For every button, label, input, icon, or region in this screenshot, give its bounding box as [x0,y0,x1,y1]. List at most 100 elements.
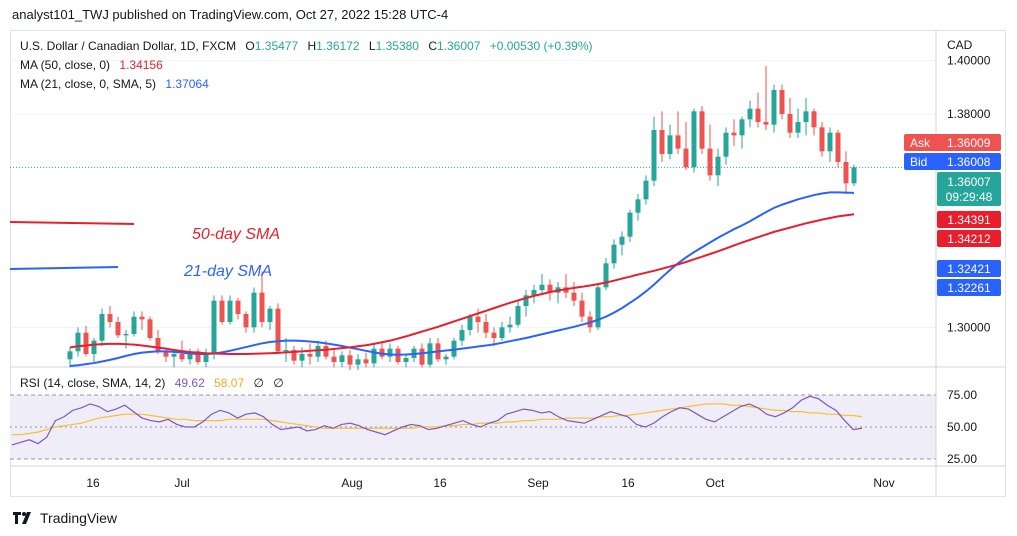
legend-rsi-value: 49.62 [175,376,205,390]
legend-rsi-label: RSI (14, close, SMA, 14, 2) [20,376,165,390]
candle [611,239,617,269]
candle [771,84,777,133]
rsi-tick-label: 25.00 [947,452,977,466]
candle [171,351,177,368]
candle [107,306,113,328]
candle [819,122,825,157]
candle [347,350,353,370]
candle [755,92,761,128]
candle [123,330,129,349]
candle [747,100,753,128]
candle [699,106,705,154]
price-gridlines [10,60,936,328]
candle [307,343,313,365]
candle [707,124,713,181]
ma21-line [69,191,855,367]
candle [491,327,497,346]
ask-label: Ask 1.36009 [904,134,1001,151]
time-tick-label: Oct [706,476,725,490]
candle [387,343,393,362]
candle [459,324,465,346]
ma50-price-label-b: 1.34212 [937,230,1001,247]
legend-ma21-row[interactable]: MA (21, close, 0, SMA, 5) 1.37064 [20,77,209,91]
legend-rsi-row[interactable]: RSI (14, close, SMA, 14, 2) 49.62 58.07 … [20,376,284,390]
legend-ma50-value: 1.34156 [119,58,163,72]
svg-text:Bid: Bid [910,155,927,169]
candle [203,348,209,368]
candle [147,316,153,341]
candle [851,164,857,186]
candle [67,347,73,368]
candle [683,122,689,170]
candle [243,311,249,333]
candle [563,274,569,298]
candle [763,66,769,130]
candle [531,284,537,304]
candle [691,108,697,173]
candle [315,340,321,362]
legend-high: 1.36172 [316,39,360,53]
candle [635,194,641,221]
candle [219,295,225,325]
tradingview-footer[interactable]: TradingView [12,507,117,529]
price-axis-ticks: 1.40000 1.38000 1.30000 [947,54,991,335]
legend-ma50-label: MA (50, close, 0) [20,58,110,72]
ma21-price-label-a: 1.32421 [937,260,1001,277]
candle [827,127,833,162]
candle [259,271,265,328]
publisher-text: analyst101_TWJ published on TradingView.… [12,7,449,22]
candle [627,210,633,242]
legend-close: 1.36007 [437,39,481,53]
rsi-tick-label: 50.00 [947,420,977,434]
time-tick-label: 16 [621,476,635,490]
time-axis-ticks: 16 Jul Aug 16 Sep 16 Oct Nov [86,476,894,490]
svg-text:1.36008: 1.36008 [947,155,991,169]
candle [467,314,473,336]
candle [75,327,81,357]
legend-symbol-row: U.S. Dollar / Canadian Dollar, 1D, FXCM … [20,39,592,53]
svg-text:1.34391: 1.34391 [947,213,991,227]
candle [267,306,273,330]
candle [339,351,345,368]
legend-symbol: U.S. Dollar / Canadian Dollar, 1D, FXCM [20,39,236,53]
time-tick-label: Jul [174,476,189,490]
ma50-line [69,213,855,355]
ma21-price-label-b: 1.32261 [937,279,1001,296]
legend-ma50-row[interactable]: MA (50, close, 0) 1.34156 [20,58,163,72]
candle [435,338,441,362]
legend-rsi-sma-value: 58.07 [214,376,244,390]
rsi-sma-line [12,403,863,436]
svg-text:1.36009: 1.36009 [947,136,991,150]
time-tick-label: Nov [873,476,894,490]
legend-ma21-label: MA (21, close, 0, SMA, 5) [20,77,156,91]
candle [643,175,649,205]
candle [835,130,841,168]
ma50-indicator-stub [9,221,135,225]
ma50-price-label-a: 1.34391 [937,211,1001,228]
svg-text:1.32421: 1.32421 [947,262,991,276]
svg-text:1.32261: 1.32261 [947,281,991,295]
currency-label: CAD [947,38,973,52]
candle [331,348,337,368]
candle [715,148,721,186]
candle [499,322,505,341]
price-tick-label: 1.38000 [947,107,991,121]
candle [651,116,657,186]
candle [131,311,137,337]
candle [371,343,377,368]
candle [779,84,785,120]
candle [723,127,729,165]
candle [91,338,97,362]
time-tick-label: 16 [433,476,447,490]
svg-text:1.34212: 1.34212 [947,232,991,246]
candle [811,108,817,136]
candle [443,354,449,365]
candle [283,338,289,362]
candle [251,287,257,333]
candle [675,111,681,154]
candle [355,354,361,370]
candle [155,330,161,354]
rsi-line [11,395,863,446]
